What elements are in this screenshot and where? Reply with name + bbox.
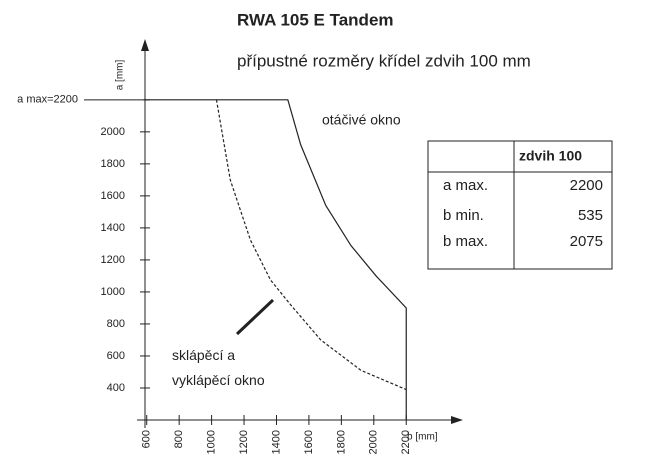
table-cell: 2075: [570, 233, 603, 250]
chart-title: RWA 105 E Tandem: [237, 10, 394, 29]
y-tick-label: 600: [107, 350, 125, 362]
table-cell: 535: [578, 207, 603, 224]
y-tick-label: 2000: [101, 126, 125, 138]
series-label: sklápěcí a vyklápěcí okno: [172, 347, 265, 388]
table-header: zdvih 100: [519, 148, 582, 164]
table-border: [427, 140, 613, 270]
x-tick-label: 1200: [238, 430, 250, 454]
x-tick-label: 1000: [206, 430, 218, 454]
y-tick-label: 1800: [101, 158, 125, 170]
series-line: [215, 99, 407, 391]
table-cell: b min.: [443, 207, 484, 224]
x-axis-arrow: [451, 416, 463, 424]
table-cell: b max.: [443, 233, 488, 250]
y-tick-label: 800: [107, 318, 125, 330]
x-tick-label: 1400: [270, 430, 282, 454]
y-tick-label: 1600: [101, 190, 125, 202]
table-cell: 2200: [570, 177, 603, 194]
y-tick-label: 1200: [101, 254, 125, 266]
series-label: otáčivé okno: [322, 112, 401, 128]
series-line: [143, 99, 407, 420]
x-axis-label: b [mm]: [407, 432, 438, 443]
x-tick-label: 2000: [368, 430, 380, 454]
y-axis-label: a [mm]: [115, 60, 126, 91]
y-axis-arrow: [141, 39, 149, 51]
x-tick-label: 2200: [400, 430, 412, 454]
chart-subtitle: přípustné rozměry křídel zdvih 100 mm: [237, 51, 531, 70]
x-tick-label: 800: [173, 430, 185, 448]
y-tick-label: 400: [107, 382, 125, 394]
x-tick-label: 1600: [303, 430, 315, 454]
x-tick-label: 1800: [335, 430, 347, 454]
table: zdvih 100 a max. 2200 b min. 535 b max. …: [427, 140, 613, 270]
y-tick-label: a max=2200: [17, 94, 78, 106]
x-tick-label: 600: [141, 430, 153, 448]
annotation-pointer: [235, 298, 275, 336]
table-cell: a max.: [443, 177, 488, 194]
y-tick-label: 1000: [101, 286, 125, 298]
y-tick-label: 1400: [101, 222, 125, 234]
